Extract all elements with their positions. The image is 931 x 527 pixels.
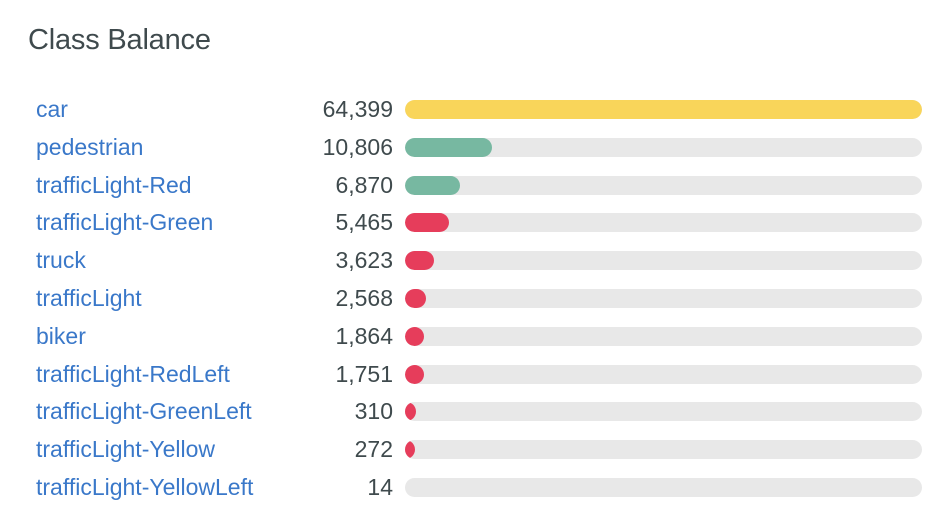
class-count: 10,806: [322, 133, 393, 160]
class-count: 14: [367, 474, 393, 500]
class-row: trafficLight-Green 5,465: [0, 203, 931, 241]
bar-fill: [405, 402, 416, 422]
class-name-link[interactable]: pedestrian: [36, 133, 144, 160]
bar-track: [405, 175, 922, 195]
bar-fill: [405, 213, 449, 233]
class-row: biker 1,864: [0, 317, 931, 355]
class-count: 1,751: [335, 360, 393, 387]
class-row: truck 3,623: [0, 241, 931, 279]
class-count: 6,870: [335, 171, 393, 198]
class-name-link[interactable]: trafficLight-Green: [36, 209, 214, 236]
class-count: 3,623: [335, 247, 393, 274]
bar-fill: [405, 251, 435, 271]
class-row: car 64,399: [0, 90, 931, 128]
class-count: 5,465: [335, 209, 393, 236]
class-name-link[interactable]: biker: [36, 322, 86, 349]
class-row: trafficLight-GreenLeft 310: [0, 392, 931, 430]
class-row: trafficLight-Yellow 272: [0, 430, 931, 468]
class-name-link[interactable]: trafficLight-YellowLeft: [36, 474, 254, 500]
bar-track: [405, 100, 922, 119]
bar-fill: [405, 175, 461, 195]
class-name-link[interactable]: car: [36, 96, 68, 122]
class-name-link[interactable]: trafficLight-Yellow: [36, 436, 215, 463]
class-row: pedestrian 10,806: [0, 128, 931, 166]
class-name-link[interactable]: trafficLight: [36, 285, 142, 311]
bar-track: [405, 402, 922, 422]
class-count: 272: [354, 436, 393, 463]
class-row: trafficLight 2,568: [0, 279, 931, 317]
class-row: trafficLight-Red 6,870: [0, 166, 931, 204]
bar-track: [405, 137, 922, 157]
bar-track: [405, 213, 922, 233]
bar-track: [405, 440, 922, 460]
class-count: 2,568: [335, 285, 393, 311]
bar-fill: [405, 440, 416, 460]
class-count: 64,399: [322, 96, 393, 122]
class-count: 310: [354, 398, 393, 425]
bar-fill: [405, 289, 426, 308]
bar-track: [405, 289, 922, 308]
bar-track: [405, 364, 922, 384]
class-name-link[interactable]: trafficLight-RedLeft: [36, 360, 230, 387]
class-name-link[interactable]: trafficLight-GreenLeft: [36, 398, 252, 425]
class-name-link[interactable]: trafficLight-Red: [36, 171, 192, 198]
class-row: trafficLight-YellowLeft 14: [0, 468, 931, 506]
bar-fill: [405, 364, 424, 384]
bar-track: [405, 326, 922, 346]
bar-fill: [405, 100, 922, 119]
class-name-link[interactable]: truck: [36, 247, 86, 274]
bar-fill: [405, 137, 492, 157]
chart-title: Class Balance: [28, 24, 211, 56]
bar-track: [405, 478, 922, 497]
bar-track: [405, 251, 922, 271]
class-row: trafficLight-RedLeft 1,751: [0, 355, 931, 393]
class-count: 1,864: [335, 322, 393, 349]
bar-fill: [405, 326, 424, 346]
